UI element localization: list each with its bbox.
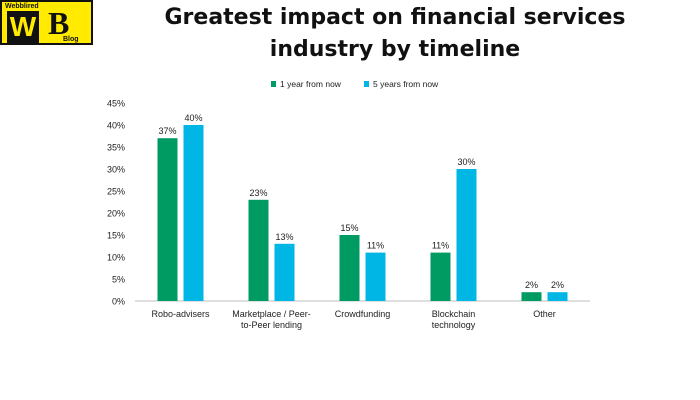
bar-five-years <box>456 169 477 301</box>
y-tick-label: 30% <box>107 165 125 175</box>
x-category-label: Other <box>533 309 556 319</box>
bar-one-year <box>521 292 542 301</box>
bar-value-label: 40% <box>184 113 202 123</box>
page-title: Greatest impact on financial services in… <box>95 2 695 66</box>
bar-value-label: 30% <box>457 157 475 167</box>
logo-letter-w: W <box>7 11 39 43</box>
bar-five-years <box>183 125 204 301</box>
x-category-label: Crowdfunding <box>335 309 391 319</box>
bar-value-label: 11% <box>432 241 449 251</box>
legend-swatch-one-year <box>271 81 276 87</box>
x-category-label: Marketplace / Peer- <box>232 309 311 319</box>
bar-value-label: 23% <box>249 188 267 198</box>
x-category-label: technology <box>432 320 476 330</box>
x-category-label: Blockchain <box>432 309 476 319</box>
bar-chart-svg: 0% 5% 10% 15% 20% 25% 30% 35% 40% 45% 37% 40% Robo-a… <box>107 79 590 330</box>
bar-one-year <box>248 199 269 301</box>
bar-one-year <box>157 138 178 301</box>
y-tick-label: 25% <box>107 187 125 197</box>
bar-five-years <box>274 243 295 301</box>
y-tick-label: 35% <box>107 143 125 153</box>
bar-one-year <box>339 235 360 301</box>
x-category-label: Robo-advisers <box>151 309 210 319</box>
x-category-label: to-Peer lending <box>241 320 302 330</box>
y-tick-label: 45% <box>107 99 125 109</box>
legend-label-five-years: 5 years from now <box>373 79 439 89</box>
bar-one-year <box>430 252 451 301</box>
bar-value-label: 37% <box>158 126 176 136</box>
page-title-line-1: Greatest impact on financial services <box>164 5 626 30</box>
logo-letter-b: B <box>48 5 70 41</box>
y-tick-label: 0% <box>112 297 125 307</box>
logo-blog-text: Blog <box>63 36 79 43</box>
legend-label-one-year: 1 year from now <box>280 79 342 89</box>
bar-value-label: 2% <box>551 280 564 290</box>
y-tick-label: 10% <box>107 253 125 263</box>
y-tick-label: 20% <box>107 209 125 219</box>
bar-five-years <box>365 252 386 301</box>
logo-top-text: Webblired <box>5 3 39 10</box>
y-tick-label: 15% <box>107 231 125 241</box>
bar-value-label: 15% <box>340 223 358 233</box>
bar-chart: 0% 5% 10% 15% 20% 25% 30% 35% 40% 45% 37% 40% Robo-a… <box>93 70 600 338</box>
bar-five-years <box>547 292 568 301</box>
bar-value-label: 2% <box>525 280 538 290</box>
page-title-line-2: industry by timeline <box>269 37 521 62</box>
webblired-blog-logo: Webblired W B Blog <box>0 0 93 45</box>
y-tick-label: 5% <box>112 275 125 285</box>
bar-value-label: 11% <box>367 241 384 251</box>
bar-value-label: 13% <box>275 232 293 242</box>
y-tick-label: 40% <box>107 121 125 131</box>
legend-swatch-five-years <box>364 81 369 87</box>
